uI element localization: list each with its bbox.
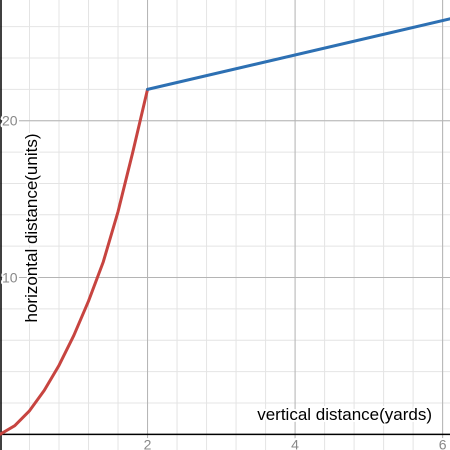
x-tick-label: 4 [291, 436, 299, 450]
y-axis-label: horizontal distance(units) [22, 134, 41, 323]
x-tick-label: 6 [439, 436, 447, 450]
y-tick-label: 20 [2, 113, 18, 129]
x-axis-label: vertical distance(yards) [257, 405, 432, 424]
y-tick-label: 10 [2, 270, 18, 286]
x-tick-label: 2 [144, 436, 152, 450]
